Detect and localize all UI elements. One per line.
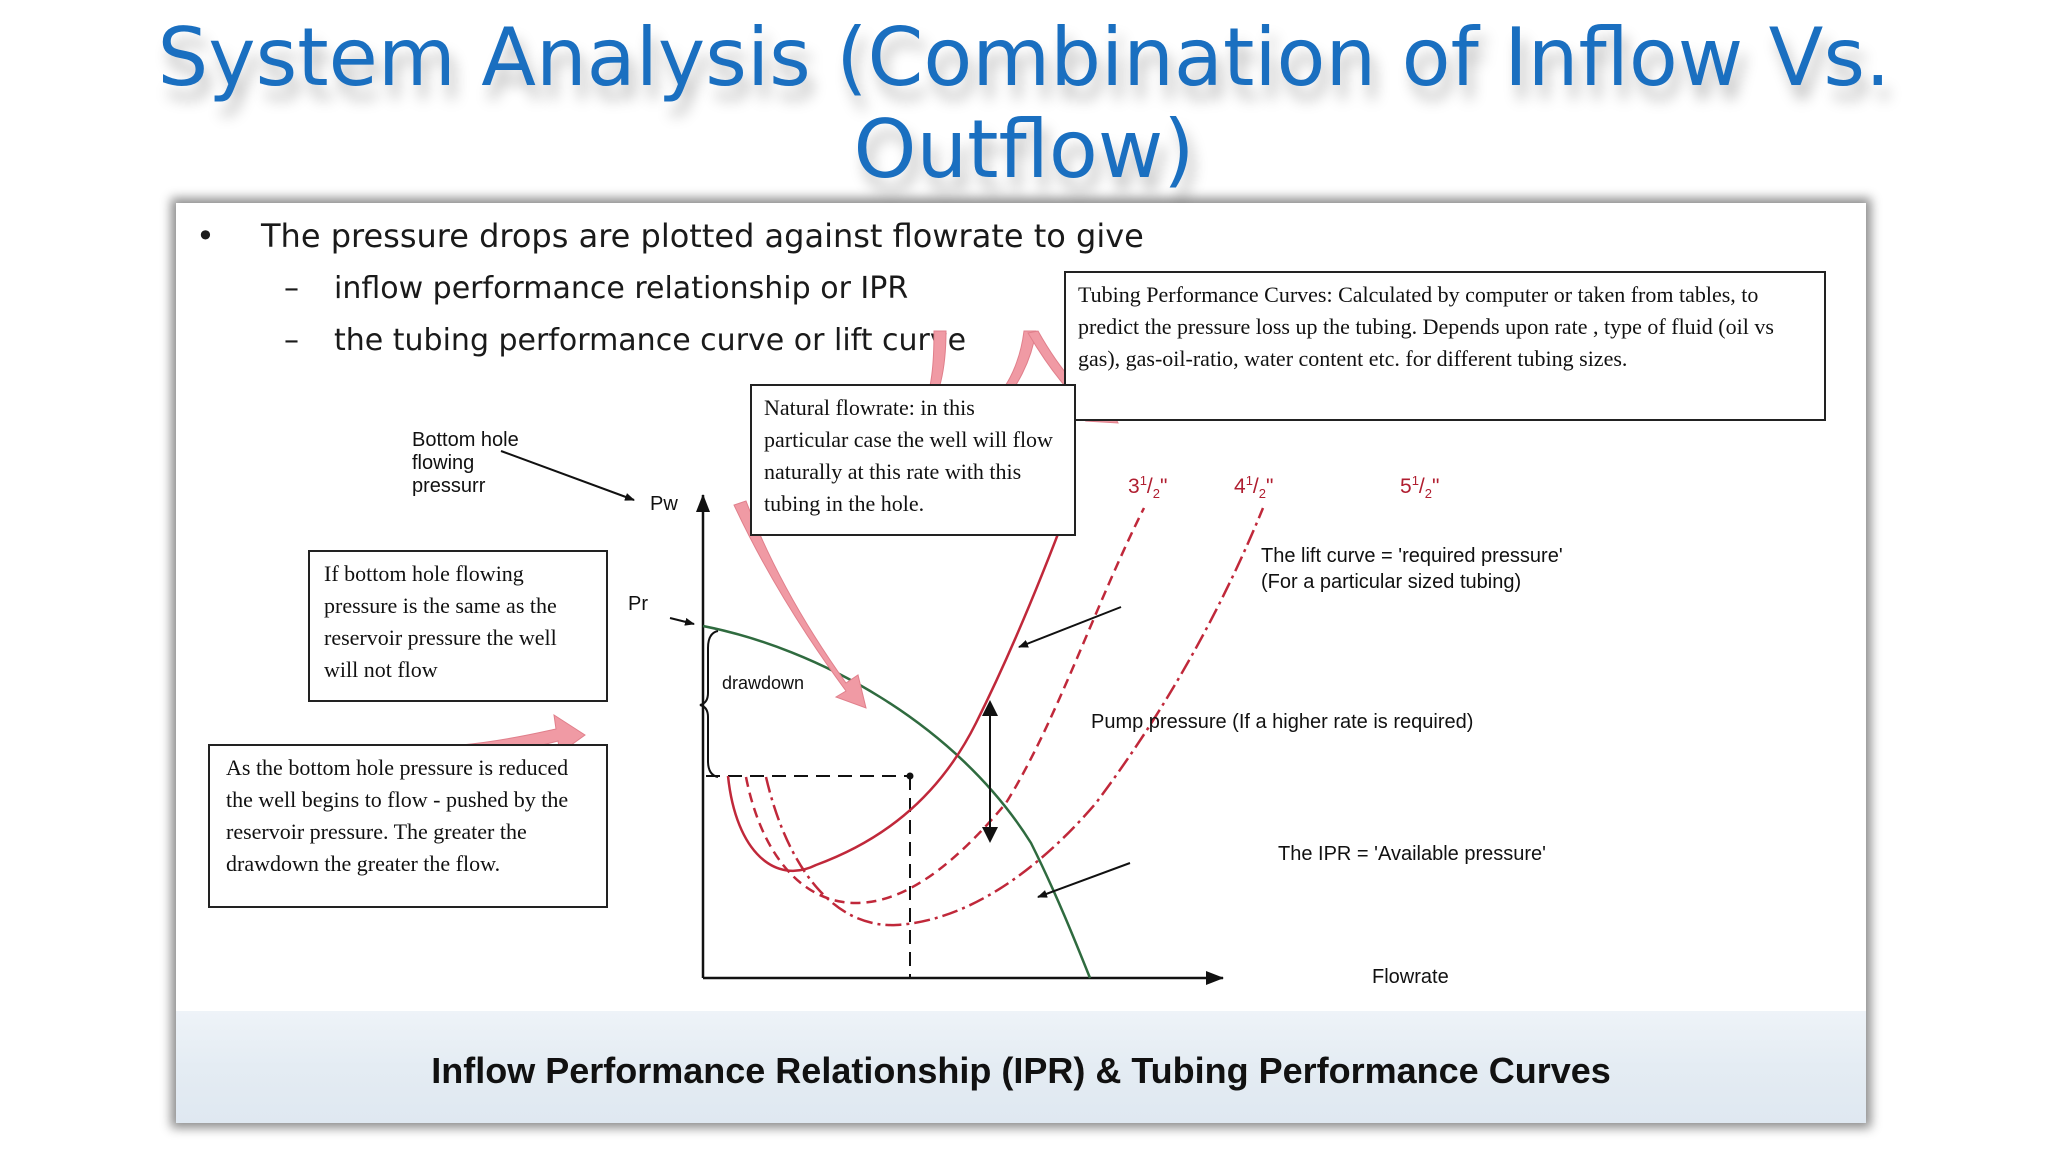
ipr-curve — [702, 624, 1092, 979]
tubing-curve-4-5 — [744, 507, 1146, 905]
pump-pressure-arrowhead-bottom — [982, 827, 998, 843]
drawdown-flow-note-text: As the bottom hole pressure is reduced t… — [226, 755, 569, 876]
no-flow-note: If bottom hole flowing pressure is the s… — [308, 550, 608, 702]
callout-arrow-natural-flow — [733, 500, 867, 709]
bullet-sub-2-text: the tubing performance curve or lift cur… — [334, 323, 967, 358]
tubing-performance-note-text: Tubing Performance Curves: Calculated by… — [1078, 282, 1774, 371]
x-axis-label: Flowrate — [1372, 966, 1449, 988]
drawdown-label: drawdown — [722, 673, 805, 693]
bullet-main-text: The pressure drops are plotted against f… — [261, 217, 1144, 255]
tubing-curve-3-5 — [726, 504, 1071, 873]
lift-curve-pointer — [1018, 606, 1122, 648]
bullet-dash: – — [284, 271, 299, 306]
natural-flowrate-note: Natural flowrate: in this particular cas… — [750, 384, 1076, 536]
pr-label: Pr — [628, 593, 648, 615]
natural-flowrate-note-text: Natural flowrate: in this particular cas… — [764, 395, 1053, 516]
lift-curve-label: The lift curve = 'required pressure' (Fo… — [1261, 543, 1563, 595]
drawdown-flow-note: As the bottom hole pressure is reduced t… — [208, 744, 608, 908]
tubing-curve-5-5 — [764, 507, 1265, 927]
bullet-sub-1: – inflow performance relationship or IPR — [284, 271, 908, 306]
ipr-curve-label: The IPR = 'Available pressure' — [1278, 843, 1546, 865]
pump-pressure-arrowhead-top — [982, 700, 998, 716]
tubing-size-label-5-5: 51/2" — [1400, 473, 1440, 502]
y-axis-label: Pw — [650, 493, 678, 515]
caption-band — [176, 1011, 1866, 1123]
tubing-size-label-4-5: 41/2" — [1234, 473, 1274, 502]
callout-arrow-5-5 — [1027, 330, 1119, 424]
no-flow-note-text: If bottom hole flowing pressure is the s… — [324, 561, 557, 682]
tubing-performance-note: Tubing Performance Curves: Calculated by… — [1064, 271, 1826, 421]
pump-pressure-label: Pump pressure (If a higher rate is requi… — [1091, 711, 1474, 733]
figure-caption: Inflow Performance Relationship (IPR) & … — [431, 1050, 1611, 1091]
pr-pointer — [669, 617, 695, 626]
bullet-sub-2: – the tubing performance curve or lift cu… — [284, 323, 966, 358]
bullet-dash: – — [284, 323, 299, 358]
bullet-dot: • — [196, 217, 215, 255]
bottom-hole-pointer — [500, 450, 635, 501]
slide-title: System Analysis (Combination of Inflow V… — [157, 11, 1891, 196]
diagram-frame: Inflow Performance Relationship (IPR) & … — [176, 203, 1866, 1123]
drawdown-brace — [699, 630, 719, 778]
lift-curve-label-line1: The lift curve = 'required pressure' — [1261, 545, 1563, 567]
bottom-hole-label: Bottom hole flowing pressurr — [412, 429, 519, 497]
bullet-sub-1-text: inflow performance relationship or IPR — [334, 271, 909, 306]
lift-curve-label-line2: (For a particular sized tubing) — [1261, 571, 1522, 593]
bullet-main: • The pressure drops are plotted against … — [196, 217, 1144, 255]
tubing-size-label-3-5: 31/2" — [1128, 473, 1168, 502]
operating-point — [906, 772, 914, 780]
ipr-label-pointer — [1037, 862, 1131, 898]
